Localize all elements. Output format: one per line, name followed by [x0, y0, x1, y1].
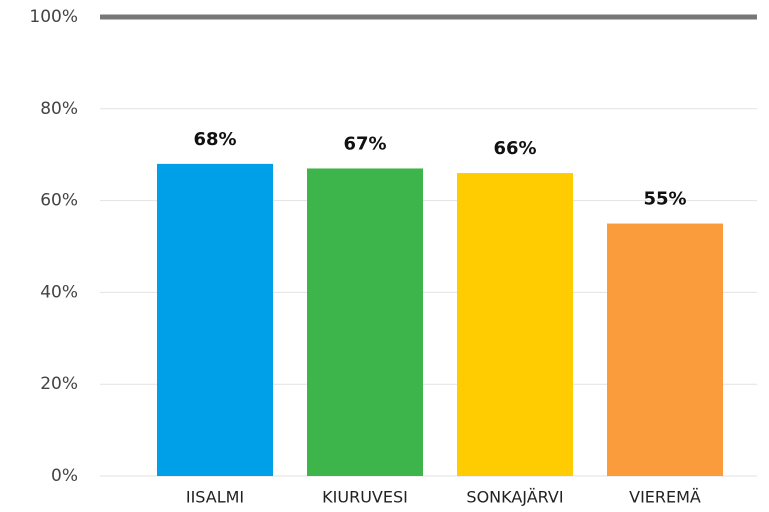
data-label: 67% — [343, 133, 386, 154]
bar — [607, 223, 723, 476]
y-tick-label: 80% — [40, 99, 78, 119]
x-tick-label: VIEREMÄ — [629, 488, 701, 507]
data-label: 68% — [193, 129, 236, 150]
y-tick-label: 100% — [29, 7, 78, 27]
bar — [157, 163, 273, 476]
x-tick-label: KIURUVESI — [322, 488, 408, 507]
y-tick-label: 60% — [40, 191, 78, 211]
y-tick-label: 40% — [40, 282, 78, 302]
data-label: 55% — [643, 189, 686, 210]
y-tick-label: 20% — [40, 374, 78, 394]
y-tick-label: 0% — [51, 466, 78, 486]
bar — [457, 173, 573, 476]
data-label: 66% — [493, 138, 536, 159]
x-tick-label: SONKAJÄRVI — [466, 488, 563, 507]
bar — [307, 168, 423, 476]
x-tick-label: IISALMI — [186, 488, 244, 507]
